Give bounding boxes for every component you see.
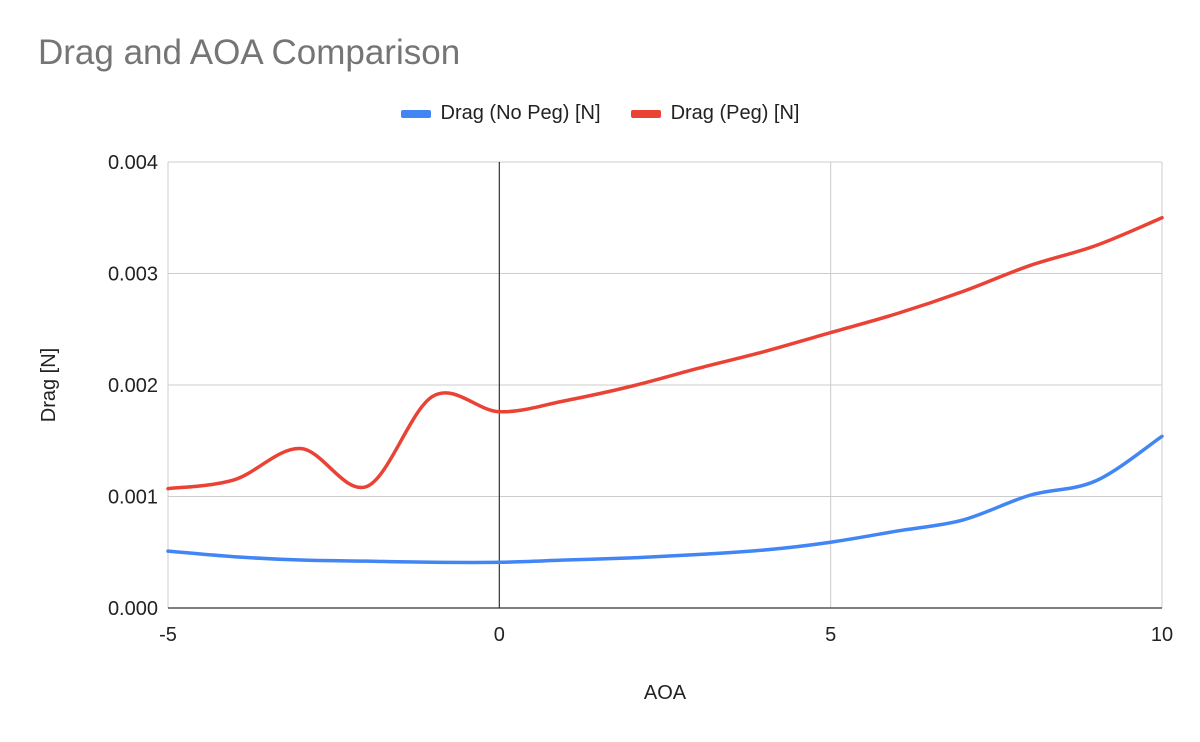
legend-label-peg: Drag (Peg) [N]	[670, 102, 800, 124]
y-tick-label: 0.000	[108, 598, 158, 620]
series-layer	[166, 216, 1164, 565]
y-tick-label: 0.004	[108, 152, 158, 174]
legend-swatch-peg	[630, 109, 661, 118]
label-layer: 0.000 0.001 0.002 0.003 0.004 -5 0 5 10	[108, 152, 1173, 646]
chart-title: Drag and AOA Comparison	[38, 33, 461, 72]
x-axis-title: AOA	[644, 682, 687, 704]
y-tick-label: 0.002	[108, 375, 158, 397]
legend-label-no-peg: Drag (No Peg) [N]	[440, 102, 601, 124]
grid-layer	[167, 161, 1163, 608]
legend-swatch-no-peg	[400, 109, 431, 118]
axis-layer	[168, 162, 1162, 609]
series-line-peg	[166, 216, 1164, 491]
y-tick-label: 0.001	[108, 487, 158, 509]
x-tick-label: -5	[159, 624, 177, 646]
y-axis-title: Drag [N]	[38, 348, 60, 422]
legend-item-no-peg[interactable]: Drag (No Peg) [N]	[400, 102, 601, 125]
series-line-no-peg	[166, 434, 1164, 565]
legend: Drag (No Peg) [N] Drag (Peg) [N]	[0, 102, 1200, 125]
x-tick-label: 5	[825, 624, 836, 646]
x-tick-label: 0	[494, 624, 505, 646]
y-tick-label: 0.003	[108, 264, 158, 286]
legend-item-peg[interactable]: Drag (Peg) [N]	[630, 102, 800, 125]
x-tick-label: 10	[1151, 624, 1173, 646]
